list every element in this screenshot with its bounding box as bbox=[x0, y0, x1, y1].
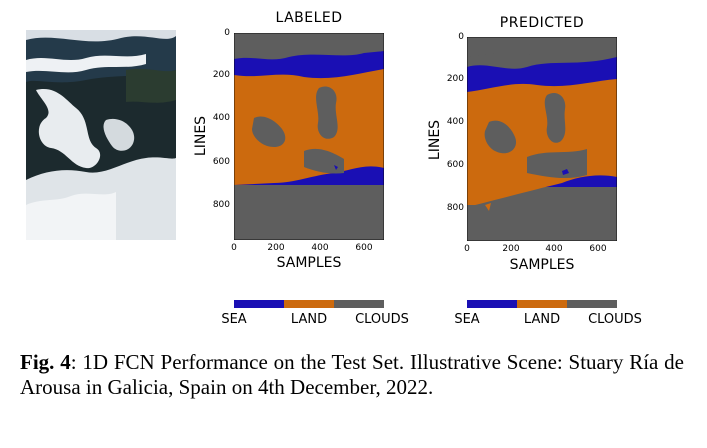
labeled-xlabel: SAMPLES bbox=[276, 255, 342, 271]
figure-caption: Fig. 4: 1D FCN Performance on the Test S… bbox=[20, 350, 684, 400]
legend-swatch-clouds bbox=[334, 300, 384, 308]
legend-label-sea: SEA bbox=[454, 312, 480, 327]
labeled-xtick: 400 bbox=[311, 243, 329, 253]
labeled-xtick: 0 bbox=[231, 243, 237, 253]
predicted-ylabel: LINES bbox=[427, 119, 443, 161]
labeled-xtick: 200 bbox=[267, 243, 285, 253]
predicted-ytick: 800 bbox=[446, 203, 464, 213]
labeled-ytick: 600 bbox=[212, 157, 230, 167]
legend-swatch-sea bbox=[234, 300, 284, 308]
legend-colorbar-predicted bbox=[467, 300, 617, 308]
legend-label-clouds: CLOUDS bbox=[588, 312, 642, 327]
labeled-ytick: 200 bbox=[212, 70, 230, 80]
legend-colorbar-labeled bbox=[234, 300, 384, 308]
labeled-ytick: 0 bbox=[224, 28, 230, 38]
labeled-xtick: 600 bbox=[355, 243, 373, 253]
panel-title-predicted: PREDICTED bbox=[499, 15, 585, 31]
satellite-image bbox=[26, 30, 176, 240]
predicted-xtick: 0 bbox=[464, 244, 470, 254]
legend-label-land: LAND bbox=[523, 312, 561, 327]
legend-label-clouds: CLOUDS bbox=[355, 312, 409, 327]
panel-title-labeled: LABELED bbox=[275, 10, 343, 26]
predicted-xtick: 400 bbox=[545, 244, 563, 254]
predicted-ytick: 200 bbox=[446, 74, 464, 84]
labeled-ytick: 400 bbox=[212, 113, 230, 123]
labeled-ylabel: LINES bbox=[193, 115, 209, 157]
predicted-ytick: 0 bbox=[458, 32, 464, 42]
predicted-map bbox=[467, 37, 617, 241]
predicted-xlabel: SAMPLES bbox=[509, 257, 575, 273]
caption-label: Fig. 4 bbox=[20, 350, 71, 374]
predicted-ytick: 400 bbox=[446, 117, 464, 127]
labeled-ytick: 800 bbox=[212, 200, 230, 210]
legend-swatch-clouds bbox=[567, 300, 617, 308]
legend-label-land: LAND bbox=[290, 312, 328, 327]
predicted-ytick: 600 bbox=[446, 160, 464, 170]
caption-text: : 1D FCN Performance on the Test Set. Il… bbox=[20, 350, 684, 399]
labeled-map bbox=[234, 33, 384, 240]
predicted-xtick: 200 bbox=[502, 244, 520, 254]
predicted-xtick: 600 bbox=[589, 244, 607, 254]
legend-swatch-land bbox=[284, 300, 334, 308]
legend-swatch-land bbox=[517, 300, 567, 308]
legend-swatch-sea bbox=[467, 300, 517, 308]
legend-label-sea: SEA bbox=[221, 312, 247, 327]
